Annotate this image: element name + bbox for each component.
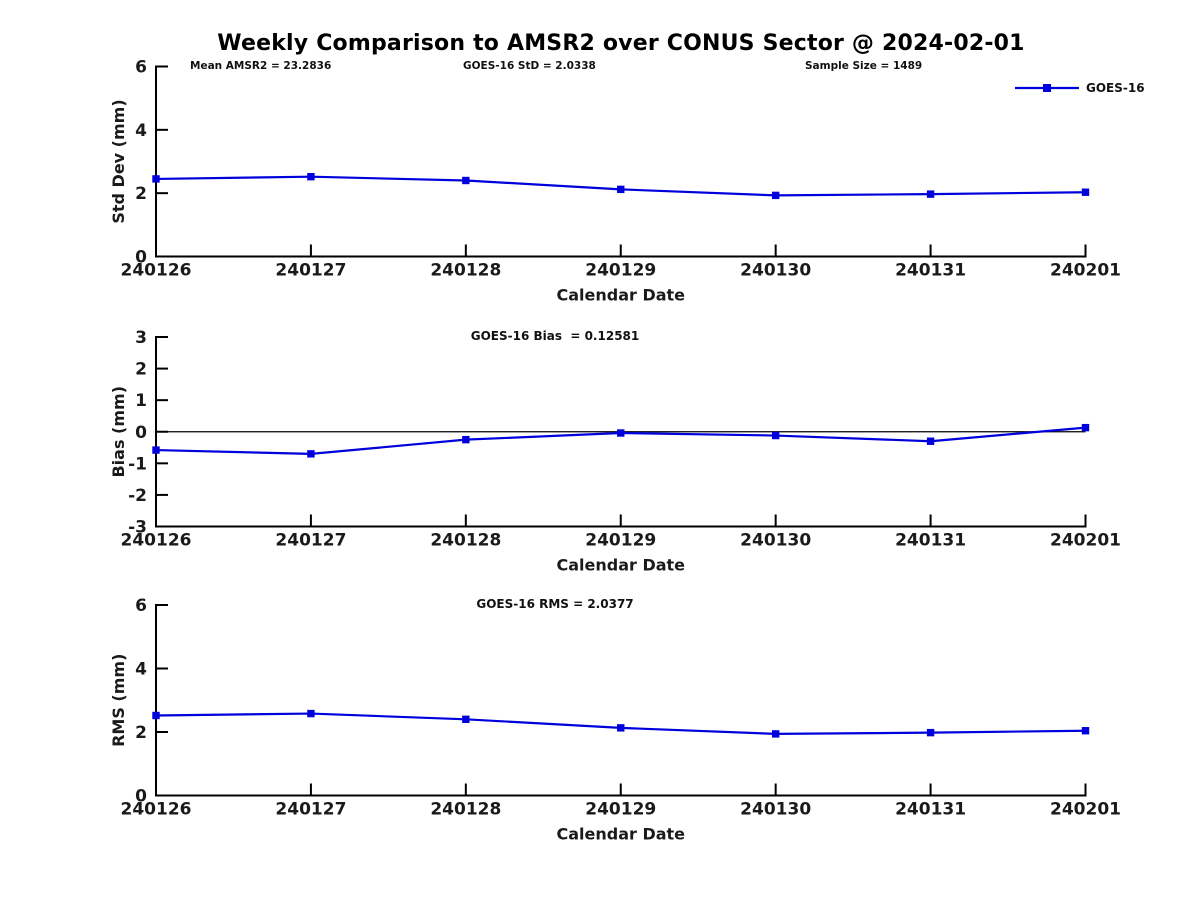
y-tick-label: 2 — [135, 184, 147, 204]
data-point-marker — [1081, 727, 1090, 735]
y-tick-label: 3 — [135, 328, 147, 348]
data-point-marker — [617, 185, 625, 194]
x-tick-label: 240129 — [585, 261, 656, 281]
x-tick-label: 240130 — [740, 800, 811, 820]
y-tick-label: 0 — [135, 248, 147, 268]
annotation-mean-amsr2: Mean AMSR2 = 23.2836 — [190, 60, 332, 72]
y-axis-label: Bias (mm) — [109, 386, 128, 478]
data-point-marker — [152, 711, 160, 720]
y-tick-label: 2 — [135, 360, 147, 380]
data-point-marker — [307, 450, 315, 458]
x-tick-label: 240130 — [740, 261, 811, 281]
y-axis-label: RMS (mm) — [109, 654, 128, 747]
x-tick-label: 240131 — [895, 261, 966, 281]
x-axis-label: Calendar Date — [556, 556, 685, 575]
x-tick-label: 240128 — [430, 531, 501, 551]
x-tick-label: 240131 — [895, 800, 966, 820]
data-point-marker — [771, 431, 780, 440]
annotation-sample-size: Sample Size = 1489 — [805, 60, 923, 72]
x-tick-label: 240128 — [430, 800, 501, 820]
y-tick-label: 1 — [135, 391, 147, 411]
y-tick-label: -1 — [128, 454, 147, 474]
y-tick-label: -2 — [128, 486, 147, 506]
data-point-marker — [617, 429, 625, 437]
x-tick-label: 240129 — [585, 800, 656, 820]
data-point-marker — [926, 190, 935, 198]
legend-line-marker-icon — [1015, 84, 1079, 92]
x-tick-label: 240131 — [895, 531, 966, 551]
annotation-goes16-bias: GOES-16 Bias = 0.12581 — [470, 329, 640, 343]
data-point-marker — [462, 176, 470, 185]
x-tick-label: 240201 — [1050, 531, 1121, 551]
annotation-goes16-std: GOES-16 StD = 2.0338 — [463, 60, 596, 72]
x-axis-label: Calendar Date — [556, 825, 685, 844]
y-axis-label: Std Dev (mm) — [109, 99, 128, 223]
y-tick-label: 4 — [135, 660, 147, 680]
y-tick-label: 6 — [135, 596, 147, 616]
y-tick-label: 6 — [135, 58, 147, 78]
x-tick-label: 240201 — [1050, 800, 1121, 820]
data-point-marker — [307, 709, 315, 718]
data-point-marker — [307, 173, 315, 181]
x-tick-label: 240126 — [121, 800, 192, 820]
annotation-goes16-rms: GOES-16 RMS = 2.0377 — [476, 597, 634, 611]
data-point-marker — [1081, 423, 1090, 432]
legend-square-marker-icon — [1043, 84, 1051, 92]
data-point-marker — [152, 446, 160, 454]
data-point-marker — [926, 437, 935, 445]
data-point-marker — [462, 435, 470, 444]
x-tick-label: 240126 — [121, 531, 192, 551]
legend: GOES-16 — [1015, 79, 1145, 97]
x-axis-label: Calendar Date — [556, 286, 685, 305]
x-tick-label: 240201 — [1050, 261, 1121, 281]
x-tick-label: 240127 — [275, 261, 346, 281]
x-tick-label: 240130 — [740, 531, 811, 551]
data-point-marker — [617, 724, 625, 732]
data-point-marker — [771, 730, 780, 738]
x-tick-label: 240126 — [121, 261, 192, 281]
y-tick-label: 0 — [135, 423, 147, 443]
y-tick-label: -3 — [128, 518, 147, 538]
data-point-marker — [462, 715, 470, 723]
x-tick-label: 240127 — [275, 531, 346, 551]
figure-title: Weekly Comparison to AMSR2 over CONUS Se… — [217, 31, 1025, 56]
data-point-marker — [926, 728, 935, 737]
y-tick-label: 0 — [135, 787, 147, 807]
y-tick-label: 4 — [135, 121, 147, 141]
data-point-marker — [152, 175, 160, 183]
legend-label: GOES-16 — [1086, 81, 1145, 95]
x-tick-label: 240128 — [430, 261, 501, 281]
y-tick-label: 2 — [135, 723, 147, 743]
data-point-marker — [1081, 188, 1090, 196]
x-tick-label: 240129 — [585, 531, 656, 551]
data-point-marker — [771, 191, 780, 200]
x-tick-label: 240127 — [275, 800, 346, 820]
